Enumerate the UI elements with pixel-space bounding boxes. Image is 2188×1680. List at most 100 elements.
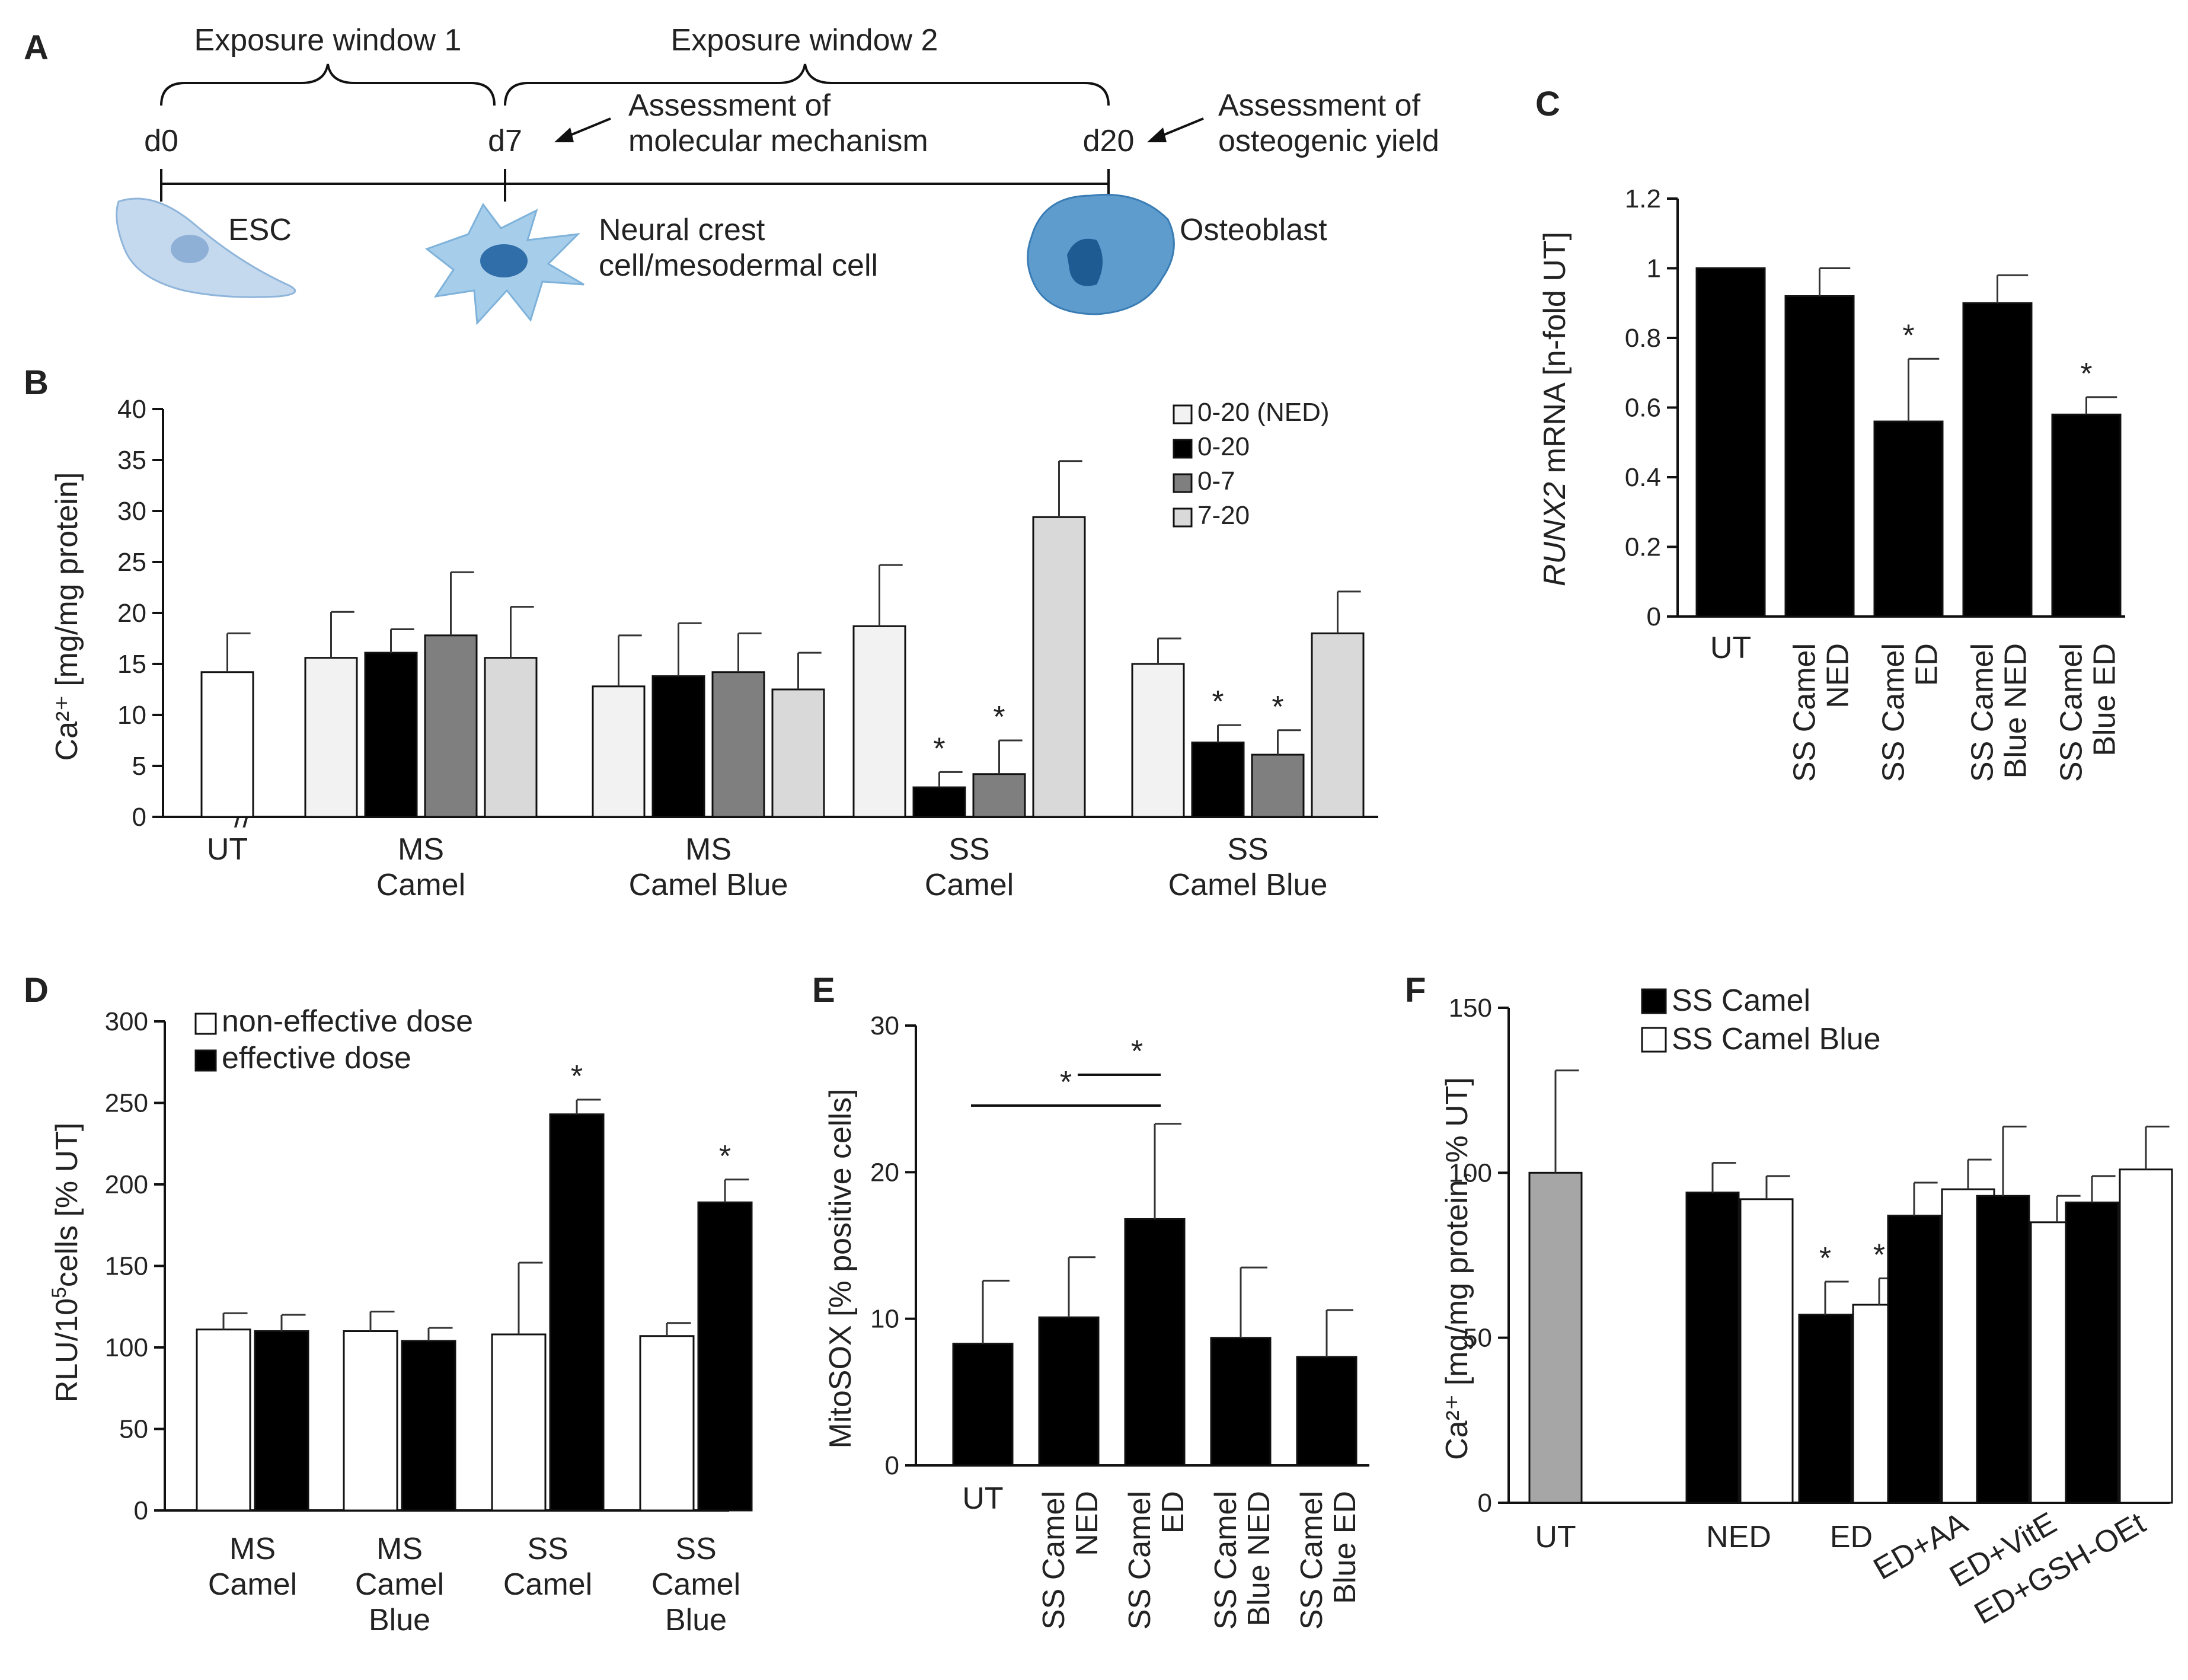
panel-c-ylabel-gene: RUNX2 [1538,482,1572,586]
panel-d-group-label-line1: SS [527,1532,568,1566]
assessment-molecular-line1: Assessment of [628,88,831,123]
panel-e-bracket-1-label: * [1131,1034,1143,1069]
exposure-window-1-label: Exposure window 1 [194,23,462,58]
neural-crest-line2: cell/mesodermal cell [599,248,878,283]
panel-e-ytick-label: 20 [870,1158,899,1187]
panel-c-letter: C [1535,85,1560,123]
panel-b-legend-0-swatch [1173,404,1193,424]
d20-label: d20 [1083,124,1135,158]
panel-b-ut-bar [200,671,254,818]
panel-b-legend-2-swatch [1173,473,1193,493]
panel-f-g2-s0-bar [1887,1215,1941,1504]
panel-d-g0-s0-bar [196,1328,251,1512]
panel-d-letter: D [24,971,49,1010]
osteoblast-label: Osteoblast [1180,213,1327,247]
panel-c-chart: C RUNX2 mRNA [n-fold UT] 0 0.2 0.4 0.6 0.8 1 1… [1535,85,2125,782]
panel-d-group-label-line3: Blue [369,1603,430,1637]
panel-f-g4-s0-bar [2065,1201,2119,1504]
panel-c-xtick-line1: SS Camel [1788,643,1822,782]
panel-e-ylabel: MitoSOX [% positive cells] [823,1089,858,1449]
panel-d-legend-0-swatch [194,1013,217,1035]
panel-d-ylabel-a: RLU/10 [50,1298,84,1403]
panel-e-xtick-line1: SS Camel [1295,1491,1329,1630]
panel-b-g0-s2-bar [424,634,478,818]
panel-b-g0-s1-bar [364,651,418,818]
panel-b-ut-label: UT [207,832,248,867]
panel-b-legend-1-label: 0-20 [1197,432,1250,461]
panel-a: A Exposure window 1 Exposure window 2 d0… [24,23,1439,325]
panel-f-ut-bar [1528,1171,1583,1504]
panel-b-g2-s1-significance: * [933,732,945,766]
panel-f-letter: F [1405,971,1426,1010]
panel-c-ylabel: RUNX2 mRNA [n-fold UT] [1538,232,1572,586]
panel-f-g1-s0-significance: * [1819,1241,1831,1276]
panel-e-xtick-line1: SS Camel [1209,1491,1243,1630]
panel-e-cat1-bar [1038,1316,1100,1467]
panel-f-ut-label: UT [1535,1520,1576,1554]
panel-d-group-label-line1: MS [376,1532,423,1566]
panel-d-ytick-label: 250 [105,1089,148,1118]
panel-b-g2-s3-bar [1032,516,1086,818]
panel-b-g3-s1-bar [1191,741,1245,818]
panel-b-ytick-label: 20 [117,599,146,628]
panel-c-ylabel-rest: mRNA [n-fold UT] [1538,232,1572,482]
panel-b-chart: B Ca²⁺ [mg/mg protein] // 05101520253035… [24,363,1378,902]
panel-b-legend-0-label: 0-20 (NED) [1197,398,1330,427]
panel-d-g1-s1-bar [401,1340,456,1512]
panel-c-ytick-label: 1.2 [1625,184,1661,213]
panel-c-xtick-line1: SS Camel [1877,643,1911,782]
panel-d-g2-s0-bar [491,1333,547,1512]
panel-d-g0-s1-bar [254,1330,309,1512]
panel-b-g2-s2-bar [972,773,1026,818]
panel-e-xtick-line1: SS Camel [1123,1491,1157,1630]
panel-f-legend-0-label: SS Camel [1672,983,1810,1018]
panel-d-group-label-line2: Camel [355,1567,444,1602]
panel-d-group-label-line3: Blue [665,1603,727,1637]
panel-b-ytick-label: 0 [132,803,146,832]
panel-c-cat2-bar [1873,420,1944,618]
panel-a-letter: A [24,28,49,67]
panel-c-ytick-label: 0.8 [1625,324,1661,353]
panel-e-cat0-bar [952,1343,1014,1467]
panel-b-ytick-label: 5 [132,752,146,781]
panel-b-g1-s3-bar [771,688,825,818]
panel-e-ytick-label: 10 [870,1305,899,1334]
arrow-to-d20-head [1147,127,1167,142]
panel-c-cat4-significance: * [2080,357,2092,391]
panel-f-ytick-label: 100 [1449,1158,1492,1187]
panel-b-g0-s0-bar [304,657,358,818]
panel-f-legend-0-swatch [1641,988,1667,1014]
panel-b-g0-s3-bar [484,657,538,818]
panel-b-g3-s1-significance: * [1212,685,1224,719]
panel-b-g3-s2-bar [1251,753,1305,818]
panel-d-group-label-line2: Camel [503,1567,592,1602]
panel-e-cat2-bar [1124,1218,1186,1467]
assessment-osteogenic-line2: osteogenic yield [1218,124,1439,158]
panel-d-ytick-label: 150 [105,1252,148,1281]
panel-d-legend-0-label: non-effective dose [222,1004,473,1039]
panel-e-cat3-bar [1210,1337,1272,1467]
panel-c-xtick-line2: NED [1821,643,1855,708]
panel-e-ytick-label: 0 [885,1451,899,1480]
esc-cell-icon [116,197,296,298]
panel-b-g3-s0-bar [1131,663,1185,818]
panel-f-g1-s1-significance: * [1873,1238,1885,1272]
panel-b-group-label-line1: MS [685,832,732,867]
panel-e-chart: E MitoSOX [% positive cells] 0 10 20 30 UT SS… [812,971,1369,1630]
panel-f-ytick-label: 0 [1478,1489,1492,1518]
panel-d-g1-s0-bar [343,1330,398,1512]
panel-f-g0-s0-bar [1685,1192,1740,1504]
panel-d-legend-1-label: effective dose [222,1041,411,1075]
panel-b-legend-3-label: 7-20 [1197,501,1250,530]
panel-d-ytick-label: 200 [105,1170,148,1199]
panel-c-xtick-line1: SS Camel [2055,643,2089,782]
panel-f-g4-s1-bar [2119,1168,2173,1504]
panel-d-ytick-label: 0 [134,1496,148,1525]
panel-b-g2-s1-bar [912,786,966,818]
panel-f-ylabel: Ca²⁺ [mg/mg protein, % UT] [1440,1077,1474,1460]
panel-b-ytick-label: 15 [117,650,146,679]
panel-f-legend-1-swatch [1641,1027,1667,1053]
panel-c-cat4-bar [2051,413,2122,618]
panel-e-xtick-line1: SS Camel [1037,1491,1071,1630]
panel-b-legend-1-swatch [1173,439,1193,459]
